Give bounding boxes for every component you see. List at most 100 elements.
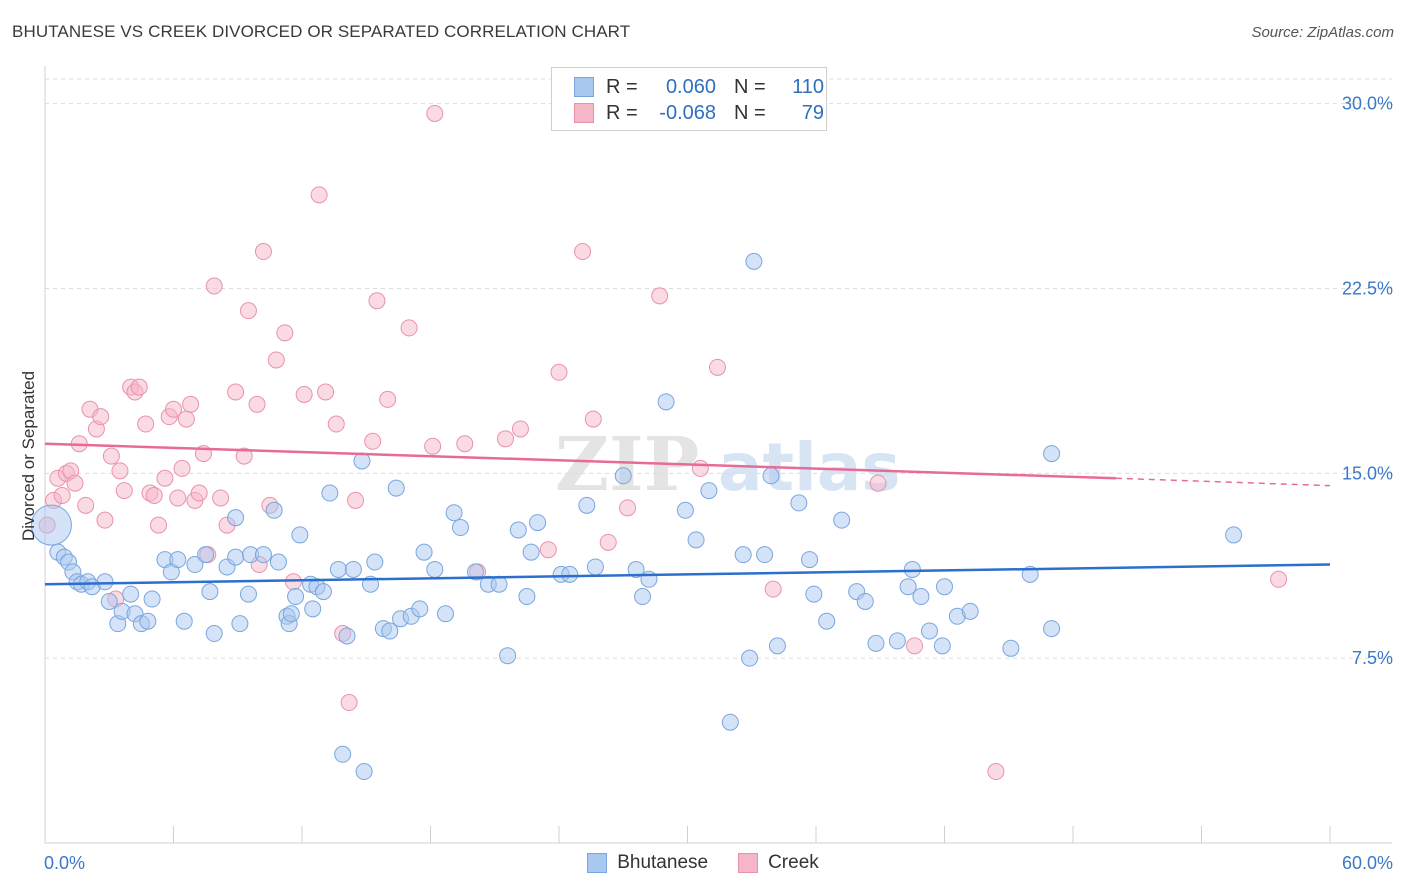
bhutanese-point	[903, 560, 921, 578]
bhutanese-point	[169, 551, 187, 569]
bhutanese-point	[366, 553, 384, 571]
bhutanese-point	[205, 625, 223, 643]
creek-point	[173, 459, 191, 477]
creek-point	[364, 432, 382, 450]
x-tick-label: 60.0%	[1342, 853, 1393, 873]
creek-point	[77, 496, 95, 514]
bhutanese-point	[586, 558, 604, 576]
bhutanese-point	[721, 713, 739, 731]
legend-label: Creek	[768, 852, 819, 873]
creek-point	[708, 358, 726, 376]
axes	[44, 66, 1392, 844]
creek-point	[456, 435, 474, 453]
bhutanese-point	[1002, 639, 1020, 657]
creek-point	[691, 459, 709, 477]
creek-point	[379, 390, 397, 408]
creek-point	[295, 385, 313, 403]
creek-point	[177, 410, 195, 428]
creek-point	[248, 395, 266, 413]
creek-point	[96, 511, 114, 529]
x-tick-label: 0.0%	[44, 853, 85, 873]
creek-point	[550, 363, 568, 381]
bhutanese-point	[239, 585, 257, 603]
bhutanese-point	[100, 592, 118, 610]
y-tick-label: 22.5%	[1342, 278, 1393, 298]
creek-swatch	[574, 103, 594, 123]
creek-point	[227, 383, 245, 401]
creek-point	[235, 447, 253, 465]
bhutanese-point	[451, 519, 469, 537]
bhutanese-point	[411, 600, 429, 618]
creek-point	[137, 415, 155, 433]
creek-point	[869, 474, 887, 492]
creek-point	[169, 489, 187, 507]
bhutanese-point	[805, 585, 823, 603]
bhutanese-point	[355, 763, 373, 781]
creek-trend-extension	[1115, 477, 1331, 487]
creek-point	[267, 351, 285, 369]
source-label: Source: ZipAtlas.com	[1251, 24, 1394, 41]
bhutanese-point	[96, 573, 114, 591]
creek-point	[539, 541, 557, 559]
bhutanese-point	[353, 452, 371, 470]
y-tick-label: 30.0%	[1342, 94, 1393, 114]
bhutanese-point	[833, 511, 851, 529]
n-label: N =	[734, 75, 766, 98]
y-tick-label: 15.0%	[1342, 463, 1393, 483]
creek-point	[102, 447, 120, 465]
bhutanese-point	[768, 637, 786, 655]
creek-point	[987, 763, 1005, 781]
legend-row-creek: R = -0.068 N = 79	[574, 100, 824, 126]
bhutanese-point	[762, 467, 780, 485]
bhutanese-point	[578, 496, 596, 514]
creek-point	[496, 430, 514, 448]
bhutanese-point	[676, 501, 694, 519]
bhutanese-point	[1225, 526, 1243, 544]
bhutanese-point	[634, 588, 652, 606]
bhutanese-point	[961, 602, 979, 620]
creek-point	[190, 484, 208, 502]
bhutanese-point	[614, 467, 632, 485]
bhutanese-point	[687, 531, 705, 549]
bhutanese-point	[466, 563, 484, 581]
creek-point	[254, 243, 272, 261]
bhutanese-point	[197, 546, 215, 564]
bhutanese-point	[338, 627, 356, 645]
y-tick-labels: 7.5% 15.0% 22.5% 30.0%	[1342, 94, 1393, 669]
bhutanese-point	[888, 632, 906, 650]
creek-point	[511, 420, 529, 438]
n-label: N =	[734, 101, 766, 124]
creek-point	[284, 573, 302, 591]
bhutanese-point	[175, 612, 193, 630]
creek-point	[400, 319, 418, 337]
bhutanese-points	[30, 252, 1243, 781]
creek-point	[327, 415, 345, 433]
bhutanese-point	[734, 546, 752, 564]
creek-point	[574, 243, 592, 261]
legend-item-creek[interactable]: Creek	[738, 852, 819, 874]
creek-points	[38, 105, 1288, 781]
creek-point	[424, 437, 442, 455]
bhutanese-trend-line	[44, 563, 1331, 586]
creek-point	[212, 489, 230, 507]
bhutanese-point	[334, 745, 352, 763]
bhutanese-point	[745, 252, 763, 270]
bhutanese-point	[627, 560, 645, 578]
r-label: R =	[606, 75, 638, 98]
creek-point	[66, 474, 84, 492]
bhutanese-point	[445, 504, 463, 522]
legend-item-bhutanese[interactable]: Bhutanese	[587, 852, 708, 874]
trend-lines	[44, 442, 1331, 586]
bhutanese-point	[304, 600, 322, 618]
bhutanese-point	[1043, 620, 1061, 638]
creek-point	[317, 383, 335, 401]
creek-point	[1270, 570, 1288, 588]
bhutanese-point	[139, 612, 157, 630]
bhutanese-point	[499, 647, 517, 665]
bhutanese-point	[201, 583, 219, 601]
legend-row-bhutanese: R = 0.060 N = 110	[574, 74, 824, 100]
bhutanese-point	[231, 615, 249, 633]
bhutanese-point	[329, 560, 347, 578]
creek-point	[340, 694, 358, 712]
bhutanese-point	[867, 634, 885, 652]
